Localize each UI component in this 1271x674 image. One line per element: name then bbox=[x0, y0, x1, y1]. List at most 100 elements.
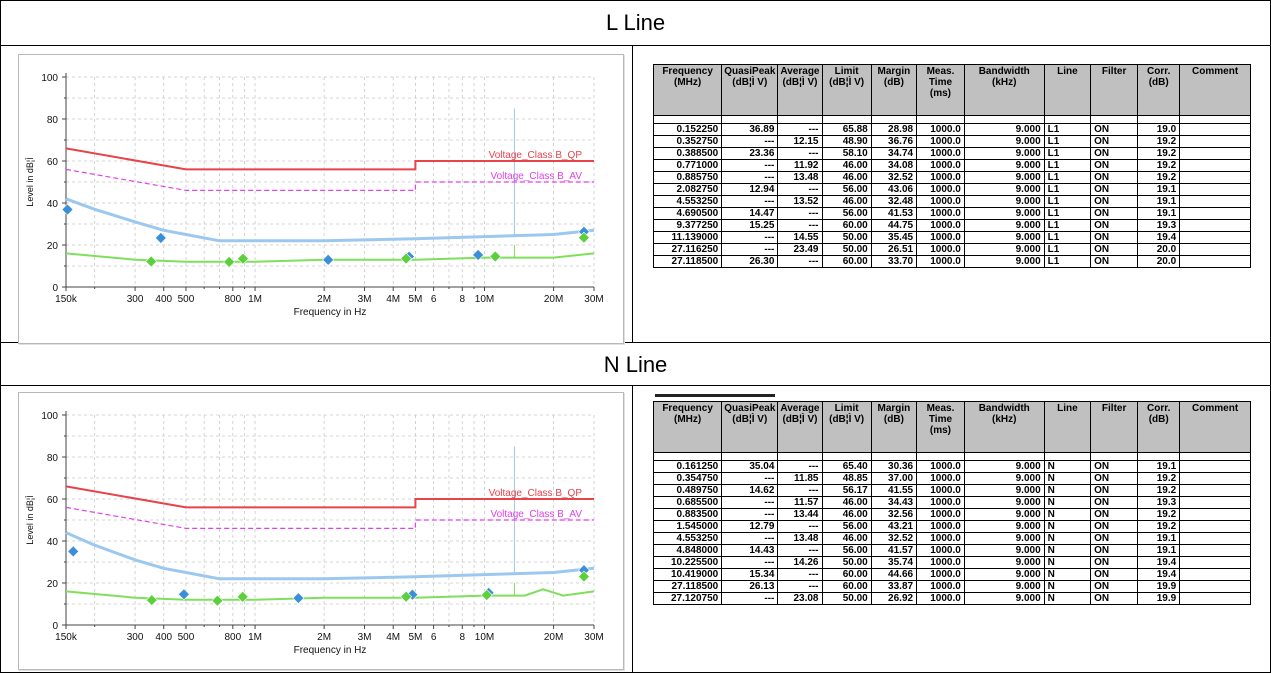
limit-label-av: Voltage_Class B_AV bbox=[490, 509, 582, 520]
table-cell: 28.98 bbox=[870, 123, 918, 136]
x-tick-label: 8 bbox=[460, 632, 466, 643]
table-cell: 32.48 bbox=[870, 195, 918, 208]
table-cell: L1 bbox=[1043, 123, 1092, 136]
table-cell bbox=[1179, 508, 1251, 521]
table-cell: 19.2 bbox=[1137, 508, 1181, 521]
table-row: 27.116250 --- 23.49 50.00 26.51 1000.0 9.000 L1… bbox=[652, 243, 1251, 256]
table-cell: 15.34 bbox=[721, 568, 779, 581]
table-row: 0.152250 36.89 --- 65.88 28.98 1000.0 9.000 L1 O… bbox=[652, 123, 1251, 136]
table-cell: 11.139000 bbox=[652, 231, 723, 244]
table-cell: 19.1 bbox=[1137, 207, 1181, 220]
table-cell: ON bbox=[1090, 135, 1139, 148]
x-tick-label: 150k bbox=[55, 294, 78, 305]
table-cell: 19.3 bbox=[1137, 219, 1181, 232]
peak-trace bbox=[65, 531, 595, 581]
table-cell: --- bbox=[777, 255, 823, 268]
table-cell: 50.00 bbox=[821, 556, 872, 569]
table-row: 0.354750 --- 11.85 48.85 37.00 1000.0 9.000 N ON… bbox=[652, 472, 1251, 485]
table-cell bbox=[963, 115, 1045, 124]
table-cell: 15.25 bbox=[721, 219, 779, 232]
column-header: Meas. Time (ms) bbox=[916, 64, 965, 116]
table-cell: ON bbox=[1090, 580, 1139, 593]
y-tick-label: 60 bbox=[47, 157, 59, 168]
table-cell: 1000.0 bbox=[916, 171, 965, 184]
table-cell: 26.30 bbox=[721, 255, 779, 268]
table-cell: 46.00 bbox=[821, 532, 872, 545]
quasipeak-marker bbox=[67, 545, 80, 558]
table-cell: --- bbox=[777, 568, 823, 581]
table-cell: 0.161250 bbox=[652, 460, 723, 473]
table-cell: 65.40 bbox=[821, 460, 872, 473]
x-tick-label: 20M bbox=[544, 632, 563, 643]
column-header: Limit (dB¦Ì V) bbox=[821, 64, 872, 116]
table-spacer-row bbox=[652, 452, 1251, 461]
table-row: 0.489750 14.62 --- 56.17 41.55 1000.0 9.000 N ON… bbox=[652, 484, 1251, 497]
table-cell: 0.352750 bbox=[652, 135, 723, 148]
table-cell: 1000.0 bbox=[916, 544, 965, 557]
table-cell: 46.00 bbox=[821, 159, 872, 172]
table-cell: --- bbox=[777, 580, 823, 593]
chart-panel-l: 0 20 40 60 80 100 150k 300 400 500 800 1M 2M 3M 4M 5M 6 8… bbox=[18, 54, 624, 344]
y-tick-label: 0 bbox=[52, 283, 58, 294]
table-cell: N bbox=[1043, 460, 1092, 473]
table-cell bbox=[1179, 171, 1251, 184]
table-cell bbox=[1179, 472, 1251, 485]
table-cell: 50.00 bbox=[821, 231, 872, 244]
table-cell: 36.89 bbox=[721, 123, 779, 136]
emission-chart-l-line: 0 20 40 60 80 100 150k 300 400 500 800 1M 2M 3M 4M 5M 6 8… bbox=[25, 73, 604, 318]
limit-line-qp bbox=[65, 147, 594, 171]
x-tick-label: 10M bbox=[475, 632, 494, 643]
table-cell bbox=[1179, 484, 1251, 497]
section-title-n-line: N Line bbox=[603, 352, 668, 377]
table-cell: 1000.0 bbox=[916, 219, 965, 232]
column-header: Margin (dB) bbox=[870, 401, 918, 453]
table-cell: 0.885750 bbox=[652, 171, 723, 184]
table-cell: 32.52 bbox=[870, 532, 918, 545]
chart-panel-n: 0 20 40 60 80 100 150k 300 400 500 800 1M 2M 3M 4M 5M 6 8… bbox=[18, 392, 624, 670]
divider bbox=[1, 342, 1270, 343]
x-axis-label: Frequency in Hz bbox=[294, 307, 367, 318]
limit-line-qp bbox=[65, 485, 594, 509]
table-cell bbox=[777, 452, 823, 461]
y-tick-label: 100 bbox=[41, 73, 58, 84]
limit-line-av bbox=[65, 168, 594, 191]
table-cell: ON bbox=[1090, 159, 1139, 172]
table-cell: L1 bbox=[1043, 195, 1092, 208]
column-header: Filter bbox=[1090, 64, 1139, 116]
table-cell: 41.53 bbox=[870, 207, 918, 220]
table-cell: 9.000 bbox=[963, 159, 1045, 172]
x-tick-label: 4M bbox=[386, 294, 400, 305]
table-cell: 19.2 bbox=[1137, 135, 1181, 148]
table-cell: 19.4 bbox=[1137, 556, 1181, 569]
table-cell: ON bbox=[1090, 508, 1139, 521]
table-cell bbox=[1179, 123, 1251, 136]
limit-line-av bbox=[65, 506, 594, 529]
table-cell: 4.848000 bbox=[652, 544, 723, 557]
quasipeak-marker bbox=[472, 249, 485, 261]
table-cell: 9.000 bbox=[963, 183, 1045, 196]
table-cell: N bbox=[1043, 544, 1092, 557]
table-cell: 46.00 bbox=[821, 195, 872, 208]
table-cell: 1000.0 bbox=[916, 135, 965, 148]
quasipeak-marker bbox=[177, 588, 190, 601]
table-cell: 19.4 bbox=[1137, 231, 1181, 244]
table-cell: 9.000 bbox=[963, 123, 1045, 136]
x-tick-label: 1M bbox=[248, 294, 262, 305]
table-cell bbox=[1179, 496, 1251, 509]
column-header: Line bbox=[1043, 64, 1092, 116]
x-tick-label: 800 bbox=[224, 632, 241, 643]
table-cell: 19.1 bbox=[1137, 544, 1181, 557]
table-cell: 56.17 bbox=[821, 484, 872, 497]
table-cell: 9.000 bbox=[963, 520, 1045, 533]
table-cell: N bbox=[1043, 508, 1092, 521]
table-row: 0.388500 23.36 --- 58.10 34.74 1000.0 9.000 L1 O… bbox=[652, 147, 1251, 160]
table-cell: 4.553250 bbox=[652, 532, 723, 545]
column-header: QuasiPeak (dB¦Ì V) bbox=[721, 401, 779, 453]
x-tick-label: 3M bbox=[358, 632, 372, 643]
column-header: Filter bbox=[1090, 401, 1139, 453]
table-cell: L1 bbox=[1043, 135, 1092, 148]
table-cell: 1.545000 bbox=[652, 520, 723, 533]
table-cell: 35.45 bbox=[870, 231, 918, 244]
column-header: Corr. (dB) bbox=[1137, 401, 1181, 453]
